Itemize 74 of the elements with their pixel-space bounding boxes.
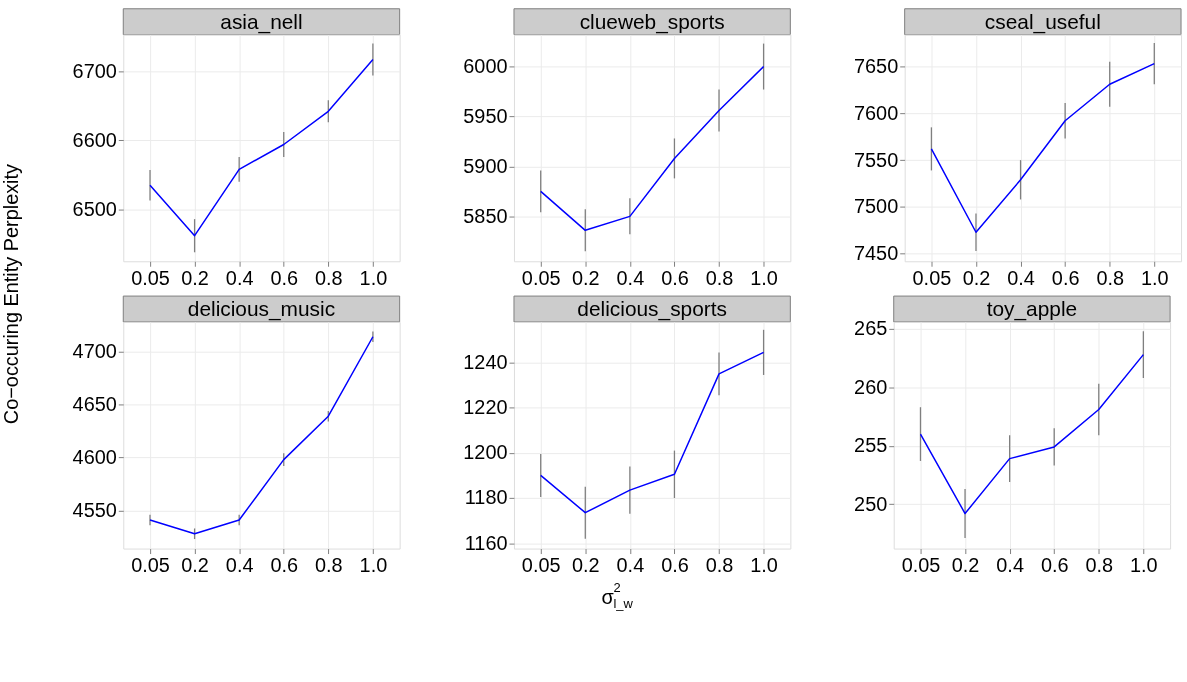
y-tick-label: 6000 (463, 55, 508, 78)
y-tick-label: 4600 (72, 445, 117, 468)
x-tick-label: 0.4 (616, 553, 645, 576)
x-tick-label: 1.0 (1140, 266, 1169, 289)
x-tick-label: 0.05 (912, 266, 952, 289)
chart-title: toy_apple (986, 296, 1078, 321)
x-tick-label: 0.4 (1007, 266, 1035, 289)
x-tick-label: 0.6 (661, 266, 689, 289)
chart-title: clueweb_sports (579, 9, 725, 34)
x-tick-label: 0.6 (1051, 266, 1080, 289)
x-tick-label: 0.05 (521, 553, 561, 576)
x-tick-label: 0.05 (521, 266, 561, 289)
y-tick-label: 1180 (464, 486, 508, 509)
x-tick-label: 0.8 (315, 553, 343, 576)
y-tick-label: 7600 (853, 101, 899, 124)
x-tick-label: 0.8 (315, 266, 343, 289)
y-tick-label: 4650 (72, 392, 117, 415)
chart-title: delicious_sports (577, 296, 727, 321)
x-tick-label: 0.8 (1096, 266, 1125, 289)
x-tick-label: 1.0 (1130, 553, 1158, 576)
x-tick-label: 0.4 (225, 553, 254, 576)
y-tick-label: 250 (854, 492, 888, 515)
y-tick-label: 7500 (853, 195, 899, 218)
y-tick-label: 7550 (853, 148, 899, 171)
y-tick-label: 7450 (853, 242, 899, 265)
x-tick-label: 0.2 (571, 553, 600, 576)
x-tick-label: 0.05 (131, 553, 170, 576)
x-tick-label: 0.2 (181, 266, 209, 289)
line-series (919, 353, 1145, 515)
x-tick-label: 1.0 (359, 266, 388, 289)
y-tick-label: 7650 (853, 54, 899, 77)
x-tick-label: 0.2 (962, 266, 991, 289)
x-tick-label: 0.8 (705, 553, 734, 576)
y-tick-label: 5850 (463, 204, 508, 227)
y-tick-label: 4700 (72, 340, 117, 363)
y-tick-label: 255 (854, 434, 888, 457)
y-tick-label: 6500 (72, 197, 117, 220)
chart-title: cseal_useful (984, 9, 1101, 34)
chart-title: delicious_music (187, 296, 336, 321)
x-tick-label: 0.05 (131, 266, 170, 289)
x-tick-label: 0.2 (181, 553, 209, 576)
y-tick-label: 1160 (464, 531, 508, 554)
x-tick-label: 0.8 (1085, 553, 1114, 576)
y-tick-label: 5950 (463, 104, 508, 127)
x-tick-label: 0.6 (270, 553, 299, 576)
x-tick-label: 0.4 (616, 266, 645, 289)
x-tick-label: 0.2 (571, 266, 600, 289)
y-tick-label: 1240 (463, 351, 508, 374)
x-tick-label: 1.0 (359, 553, 388, 576)
line-series (539, 65, 765, 232)
y-tick-label: 5900 (463, 154, 508, 177)
y-tick-label: 6700 (72, 59, 117, 82)
x-tick-label: 0.4 (225, 266, 254, 289)
line-series (149, 58, 374, 237)
y-tick-label: 1200 (463, 441, 508, 464)
y-tick-label: 260 (854, 375, 888, 398)
line-series (539, 351, 765, 514)
y-tick-label: 6600 (72, 128, 117, 151)
y-tick-label: 1220 (463, 396, 508, 419)
x-tick-label: 1.0 (750, 266, 778, 289)
x-tick-label: 0.6 (661, 553, 689, 576)
x-tick-label: 0.8 (705, 266, 734, 289)
y-tick-label: 265 (854, 317, 888, 340)
x-tick-label: 0.6 (270, 266, 299, 289)
y-axis-title: Co−occuring Entity Perplexity (0, 163, 22, 425)
line-series (149, 335, 374, 535)
chart-title: asia_nell (220, 9, 303, 34)
x-tick-label: 0.05 (901, 553, 941, 576)
x-tick-label: 0.4 (996, 553, 1024, 576)
x-tick-label: 1.0 (750, 553, 778, 576)
x-tick-label: 0.2 (951, 553, 980, 576)
x-tick-label: 0.6 (1040, 553, 1069, 576)
y-tick-label: 4550 (72, 498, 117, 521)
line-series (930, 62, 1156, 233)
